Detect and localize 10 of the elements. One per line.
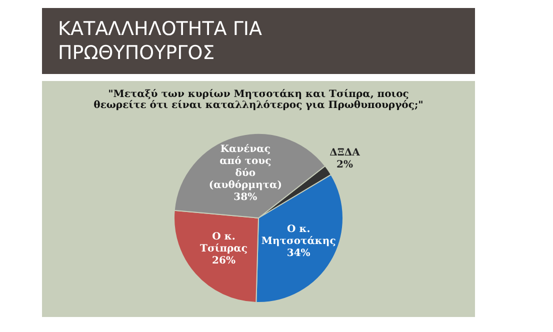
data-label: 2%: [336, 160, 354, 171]
slice-label: ΔΞΔΑ: [330, 148, 360, 159]
data-label: 26%: [212, 255, 236, 266]
slice-label: Ο κ. Μητσοτάκης: [261, 224, 336, 248]
slice-label: Κανένας από τους δύο (αυθόρμητα): [208, 144, 282, 192]
chart-subtitle: "Μεταξύ των κυρίων Μητσοτάκη και Τσίπρα, ποιος θεωρείτε ότι είναι καταλληλότερος για Πρωθυπουργός;": [92, 89, 424, 111]
slice-label: Ο κ. Τσίπρας: [200, 231, 248, 254]
data-label: 38%: [234, 192, 258, 204]
chart-title: ΚΑΤΑΛΛΗΛΟΤΗΤΑ ΓΙΑ ΠΡΩΘΥΠΟΥΡΓΟΣ: [58, 17, 264, 65]
data-label: 34%: [286, 248, 311, 260]
